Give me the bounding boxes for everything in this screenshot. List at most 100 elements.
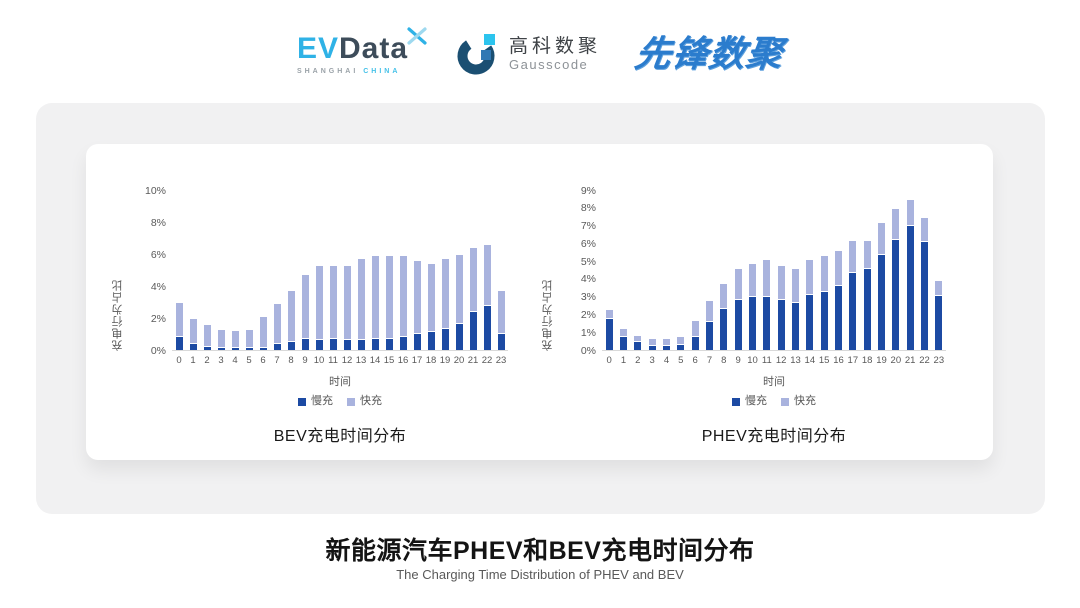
bar-segment-fast xyxy=(863,240,871,269)
x-tick: 21 xyxy=(467,355,479,366)
evdata-tagline-shanghai: SHANGHAI xyxy=(296,67,359,75)
x-tick: 21 xyxy=(904,355,916,366)
x-tick: 2 xyxy=(204,355,210,366)
plot-area xyxy=(172,191,508,351)
bar-segment-slow xyxy=(301,338,309,350)
bar-segment-fast xyxy=(371,256,379,338)
x-tick: 13 xyxy=(790,355,801,366)
bar-segment-fast xyxy=(634,335,642,341)
bar-segment-slow xyxy=(427,332,435,350)
bar-column xyxy=(659,191,673,350)
x-tick: 9 xyxy=(302,355,308,366)
x-tick: 19 xyxy=(876,355,887,366)
x-tick: 12 xyxy=(775,355,787,366)
bar-column xyxy=(438,191,452,350)
bar-column xyxy=(702,191,716,350)
bar-column xyxy=(903,191,917,350)
bar-segment-fast xyxy=(877,222,885,254)
bar-segment-slow xyxy=(920,241,928,350)
pioneer-logo: 先锋数聚 xyxy=(632,33,786,74)
plot-area xyxy=(602,191,946,351)
bar-column xyxy=(817,191,831,350)
bar-column xyxy=(774,191,788,350)
bar-segment-fast xyxy=(399,256,407,337)
bar-column xyxy=(745,191,759,350)
bar-segment-fast xyxy=(791,269,799,302)
y-tick: 1% xyxy=(580,326,596,339)
bar-column xyxy=(256,191,270,350)
x-tick: 12 xyxy=(341,355,353,366)
legend-swatch-fast xyxy=(347,397,355,406)
bar-segment-slow xyxy=(497,334,505,350)
bar-segment-slow xyxy=(619,336,627,350)
bar-segment-fast xyxy=(497,291,505,333)
chart-title: PHEV充电时间分布 xyxy=(701,428,847,445)
y-tick: 4% xyxy=(150,280,166,293)
y-tick: 0% xyxy=(580,344,596,357)
evdata-ev-text: EV xyxy=(296,31,339,65)
bar-segment-slow xyxy=(705,321,713,350)
bar-segment-slow xyxy=(777,300,785,350)
bar-column xyxy=(616,191,630,350)
bar-column xyxy=(803,191,817,350)
bar-column xyxy=(270,191,284,350)
legend: 慢充 快充 xyxy=(172,396,508,407)
bar-segment-fast xyxy=(935,280,943,295)
y-tick: 2% xyxy=(150,312,166,325)
bar-segment-fast xyxy=(203,325,211,346)
x-tick: 20 xyxy=(890,355,902,366)
bar-segment-fast xyxy=(777,266,785,300)
bar-segment-fast xyxy=(189,318,197,344)
bar-column xyxy=(731,191,745,350)
bar-column xyxy=(831,191,845,350)
chart-bev: 充电行为占比 0% 2% 4% 6% 8% 10% 0 1 2 3 4 5 6 7 8 9 10 11 12 13 1… xyxy=(86,144,539,460)
y-tick: 7% xyxy=(580,220,596,233)
x-axis-ticks: 0 1 2 3 4 5 6 7 8 9 10 11 12 13 14 15 16 17 18 19 20 21 22 23 xyxy=(172,356,508,368)
x-tick: 23 xyxy=(495,355,507,366)
chart-title: BEV充电时间分布 xyxy=(273,428,407,445)
bar-segment-slow xyxy=(245,348,253,350)
x-tick: 5 xyxy=(246,355,252,366)
bar-segment-slow xyxy=(892,239,900,350)
bar-segment-fast xyxy=(691,320,699,336)
bar-segment-slow xyxy=(648,345,656,350)
legend-swatch-fast xyxy=(781,397,789,406)
bar-column xyxy=(494,191,508,350)
bar-column xyxy=(860,191,874,350)
bar-segment-slow xyxy=(834,286,842,350)
x-tick: 11 xyxy=(761,355,772,366)
bar-column xyxy=(932,191,946,350)
x-tick: 20 xyxy=(453,355,465,366)
x-tick: 10 xyxy=(747,355,758,366)
bar-segment-slow xyxy=(441,329,449,350)
x-tick: 16 xyxy=(833,355,844,366)
x-tick: 18 xyxy=(425,355,437,366)
bar-segment-slow xyxy=(455,324,463,350)
bar-column xyxy=(674,191,688,350)
bar-segment-slow xyxy=(343,340,351,350)
bar-segment-fast xyxy=(259,317,267,347)
bar-segment-slow xyxy=(720,309,728,350)
bar-segment-slow xyxy=(634,342,642,350)
bar-column xyxy=(631,191,645,350)
x-tick: 14 xyxy=(804,355,816,366)
bar-segment-fast xyxy=(329,265,337,338)
x-tick: 6 xyxy=(692,355,698,366)
x-tick: 8 xyxy=(288,355,294,366)
bar-segment-slow xyxy=(189,344,197,350)
bar-segment-slow xyxy=(763,296,771,350)
bar-segment-slow xyxy=(203,346,211,350)
bar-segment-slow xyxy=(935,295,943,350)
bar-segment-fast xyxy=(720,284,728,309)
bar-segment-fast xyxy=(849,240,857,272)
bar-segment-slow xyxy=(691,336,699,350)
x-tick: 17 xyxy=(847,355,859,366)
y-tick: 6% xyxy=(150,248,166,261)
bar-segment-slow xyxy=(469,311,477,350)
bar-column xyxy=(368,191,382,350)
bar-column xyxy=(760,191,774,350)
y-axis-label: 充电行为占比 xyxy=(542,279,554,351)
bar-segment-slow xyxy=(413,334,421,350)
x-axis-label: 时间 xyxy=(329,376,351,388)
bar-column xyxy=(889,191,903,350)
